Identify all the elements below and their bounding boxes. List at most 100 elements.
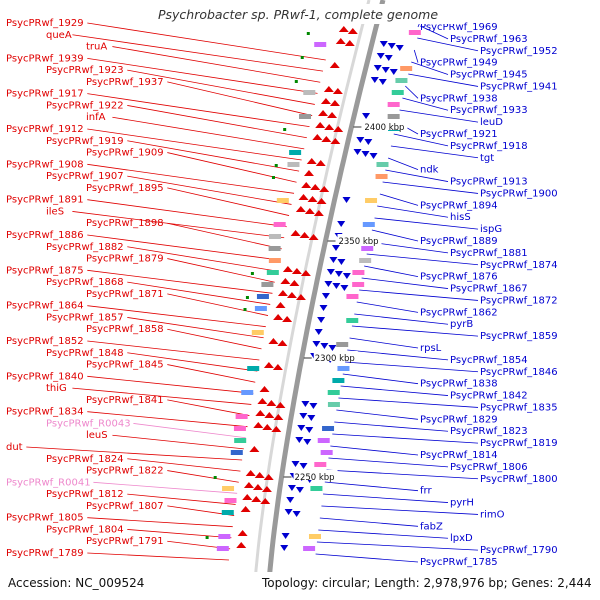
leader-line [387, 157, 419, 171]
gene-label-psycprwf-1846: PsycPRwf_1846 [480, 367, 558, 378]
gene-label-psycprwf-1941: PsycPRwf_1941 [480, 81, 558, 92]
forward-gene-marker [300, 270, 311, 276]
gene-label-psycprwf-1800: PsycPRwf_1800 [480, 474, 558, 485]
leader-line [316, 541, 479, 551]
leader-line [87, 93, 310, 128]
leader-line [167, 152, 297, 183]
leader-line [133, 423, 246, 439]
leader-line [323, 493, 449, 503]
gene-label-leud: leuD [480, 117, 503, 128]
leader-line [332, 433, 479, 444]
leader-line [336, 409, 419, 420]
leader-line [369, 241, 449, 254]
leader-line [399, 109, 479, 123]
footer-background [0, 572, 600, 600]
leader-line [127, 281, 271, 305]
leader-line [334, 421, 449, 432]
reverse-gene-marker [297, 425, 306, 431]
feature-dot [213, 476, 217, 479]
tick-label-bg [293, 470, 338, 480]
forward-gene-marker [242, 494, 253, 500]
gene-label-infa: infA [86, 112, 106, 123]
forward-gene-marker [275, 402, 286, 408]
leader-line [87, 234, 280, 261]
cog-block [387, 102, 400, 107]
leader-line [347, 349, 449, 361]
cog-block [251, 330, 264, 335]
gene-label-psycprwf-1923: PsycPRwf_1923 [46, 65, 124, 76]
reverse-gene-marker [305, 427, 314, 433]
cog-block [247, 366, 260, 371]
gene-label-psycprwf-1872: PsycPRwf_1872 [480, 295, 558, 306]
reverse-gene-marker [299, 463, 308, 469]
gene-label-psycprwf-1919: PsycPRwf_1919 [46, 136, 124, 147]
gene-label-psycprwf-1933: PsycPRwf_1933 [450, 105, 528, 116]
leader-line [377, 205, 449, 218]
reverse-gene-marker [384, 55, 393, 61]
forward-gene-marker [307, 196, 318, 202]
cog-block [376, 162, 389, 167]
gene-label-psycprwf-1807: PsycPRwf_1807 [86, 501, 164, 512]
gene-label-psycprwf-1867: PsycPRwf_1867 [450, 284, 528, 295]
gene-label-psycprwf-1868: PsycPRwf_1868 [46, 277, 124, 288]
reverse-gene-marker [342, 197, 351, 203]
gene-label-psycprwf-1937: PsycPRwf_1937 [86, 77, 164, 88]
forward-gene-marker [320, 98, 331, 104]
map-title: Psychrobacter sp. PRwf-1, complete genom… [158, 7, 438, 22]
leader-line [420, 25, 449, 40]
forward-gene-marker [255, 410, 266, 416]
leader-line [167, 470, 239, 483]
forward-gene-marker [313, 210, 324, 216]
gene-label-psycprwf-1949: PsycPRwf_1949 [420, 58, 498, 69]
gene-label-rpsl: rpsL [420, 343, 442, 354]
gene-label-psycprwf-1939: PsycPRwf_1939 [6, 53, 84, 64]
cog-block [224, 498, 237, 503]
cog-block [241, 390, 254, 395]
reverse-gene-marker [284, 509, 293, 515]
forward-gene-marker [332, 88, 343, 94]
forward-gene-marker [301, 182, 312, 188]
forward-gene-marker [321, 136, 332, 142]
leader-line [127, 529, 232, 539]
feature-dot [274, 164, 278, 167]
reverse-gene-marker [370, 77, 379, 83]
cog-block [233, 426, 246, 431]
gene-label-psycprwf-1889: PsycPRwf_1889 [420, 236, 498, 247]
leader-line [93, 481, 238, 494]
leader-line [371, 229, 419, 242]
cog-block [310, 486, 323, 491]
cog-block [276, 198, 289, 203]
gene-label-iles: ileS [46, 206, 64, 217]
forward-gene-marker [291, 268, 302, 274]
gene-label-psycprwf-1840: PsycPRwf_1840 [6, 371, 84, 382]
title-background [148, 4, 454, 24]
feature-dot [245, 296, 249, 299]
reverse-gene-marker [309, 403, 318, 409]
reverse-gene-marker [379, 41, 388, 47]
cog-block [256, 294, 269, 299]
cog-block [361, 246, 374, 251]
forward-gene-marker [335, 38, 346, 44]
gene-label-psycprwf-1862: PsycPRwf_1862 [420, 307, 498, 318]
cog-block [314, 42, 327, 47]
forward-gene-marker [333, 126, 344, 132]
leader-line [127, 246, 278, 272]
cog-block [254, 306, 267, 311]
gene-label-leus: leuS [86, 430, 108, 441]
reverse-gene-marker [331, 245, 340, 251]
reverse-gene-marker [332, 283, 341, 289]
leader-line [167, 328, 262, 350]
gene-label-psycprwf-1898: PsycPRwf_1898 [86, 218, 164, 229]
gene-label-psycprwf-1789: PsycPRwf_1789 [6, 548, 84, 559]
gene-label-psycprwf-1842: PsycPRwf_1842 [450, 391, 528, 402]
leader-line [351, 325, 479, 337]
cog-block [299, 114, 312, 119]
reverse-gene-marker [353, 149, 362, 155]
reverse-gene-marker [292, 511, 301, 517]
gene-label-psycprwf-1929: PsycPRwf_1929 [6, 18, 84, 29]
leader-line [87, 22, 326, 61]
gene-label-psycprwf-1900: PsycPRwf_1900 [480, 188, 558, 199]
reverse-gene-marker [356, 137, 365, 143]
cog-block [395, 78, 408, 83]
